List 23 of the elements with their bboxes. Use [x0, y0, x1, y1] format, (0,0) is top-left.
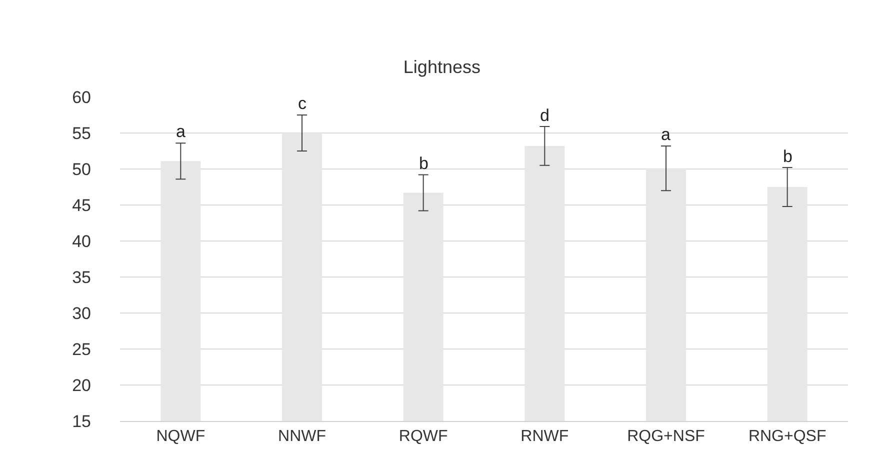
annotation: a — [176, 122, 186, 141]
y-tick-label: 55 — [72, 124, 91, 143]
annotation: b — [419, 154, 428, 173]
y-tick-label: 45 — [72, 196, 91, 215]
y-tick-label: 20 — [72, 376, 91, 395]
y-tick-label: 15 — [72, 412, 91, 431]
annotation: d — [540, 106, 550, 125]
y-tick-label: 50 — [72, 160, 91, 179]
x-tick-label: NNWF — [278, 428, 326, 446]
x-tick-label: RNWF — [520, 428, 569, 446]
y-tick-label: 35 — [72, 268, 91, 287]
y-tick-label: 25 — [72, 340, 91, 359]
chart-title: Lightness — [403, 57, 480, 78]
annotation: c — [298, 94, 307, 113]
y-tick-label: 60 — [72, 88, 91, 107]
x-tick-label: RQWF — [398, 428, 448, 446]
y-tick-label: 40 — [72, 232, 91, 251]
x-tick-label: RNG+QSF — [748, 428, 826, 446]
annotation: a — [661, 125, 671, 144]
annotation: b — [783, 147, 792, 166]
x-tick-label: NQWF — [156, 428, 206, 446]
x-tick-label: RQG+NSF — [627, 428, 706, 446]
y-tick-label: 30 — [72, 304, 91, 323]
